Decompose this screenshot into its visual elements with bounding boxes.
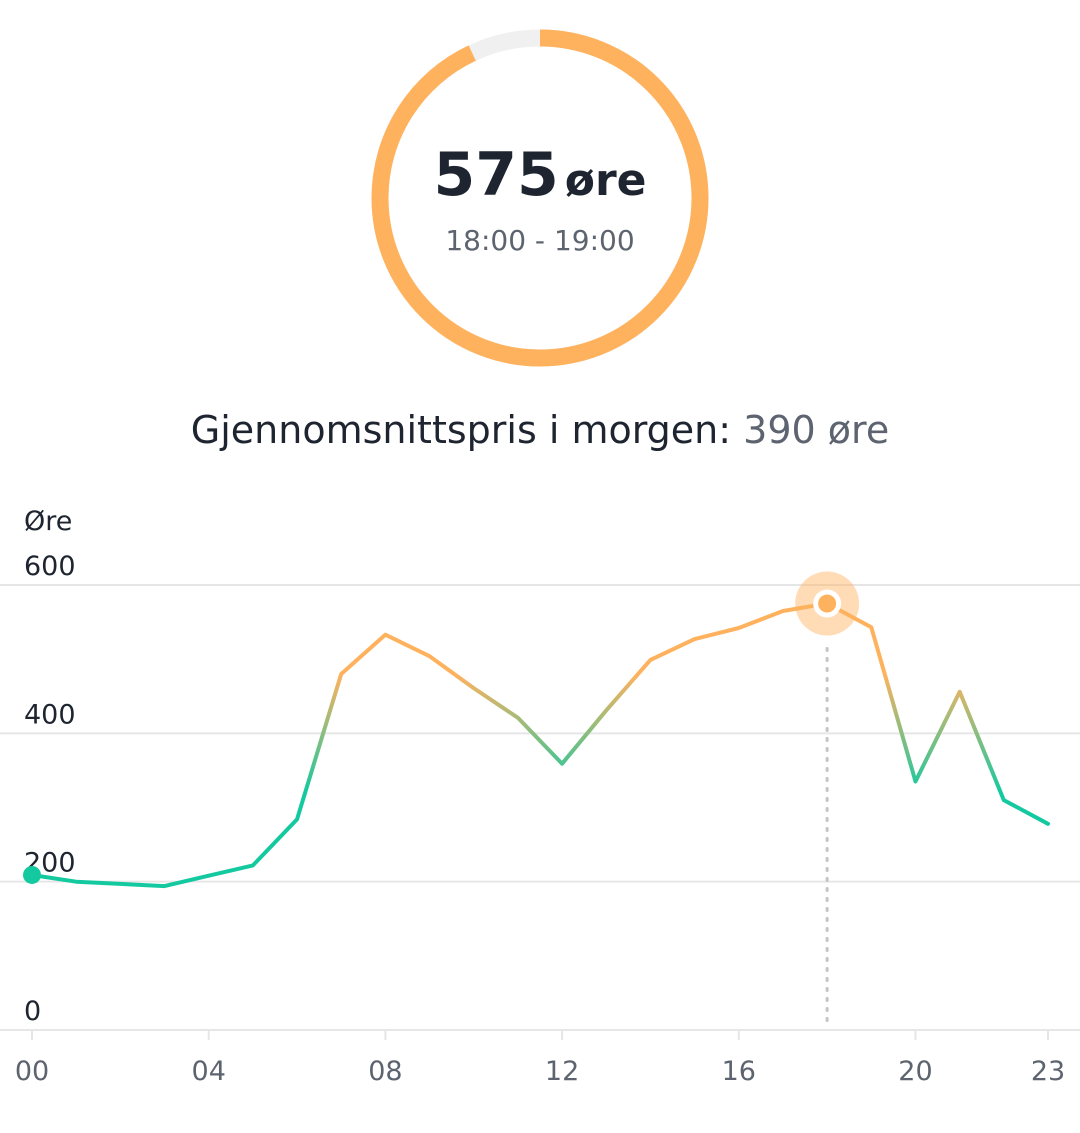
average-price-label: Gjennomsnittspris i morgen: <box>190 408 732 452</box>
y-axis-title: Øre <box>24 506 72 537</box>
gauge-arc <box>371 29 709 367</box>
gauge-ring <box>371 29 709 367</box>
start-point-marker <box>23 865 41 884</box>
x-tick-label: 23 <box>1031 1056 1065 1087</box>
x-tick-label: 08 <box>368 1056 402 1087</box>
average-price-line: Gjennomsnittspris i morgen: 390 øre <box>0 408 1080 452</box>
price-line-series <box>30 601 1050 889</box>
x-tick-label: 16 <box>722 1056 756 1087</box>
price-gauge: 575 øre 18:00 - 19:00 <box>370 28 710 368</box>
y-tick-label: 600 <box>24 551 76 582</box>
current-price-value: 575 <box>433 140 559 210</box>
x-tick-label: 04 <box>192 1056 226 1087</box>
x-tick-label: 00 <box>15 1056 49 1087</box>
x-tick-label: 20 <box>898 1056 932 1087</box>
current-time-range: 18:00 - 19:00 <box>445 224 635 257</box>
current-price: 575 øre <box>370 140 710 210</box>
x-tick-label: 12 <box>545 1056 579 1087</box>
current-price-unit: øre <box>564 155 647 206</box>
highlight-point[interactable] <box>818 594 837 613</box>
y-tick-label: 400 <box>24 699 76 730</box>
y-tick-label: 0 <box>24 996 41 1027</box>
average-price-value: 390 øre <box>743 408 890 452</box>
